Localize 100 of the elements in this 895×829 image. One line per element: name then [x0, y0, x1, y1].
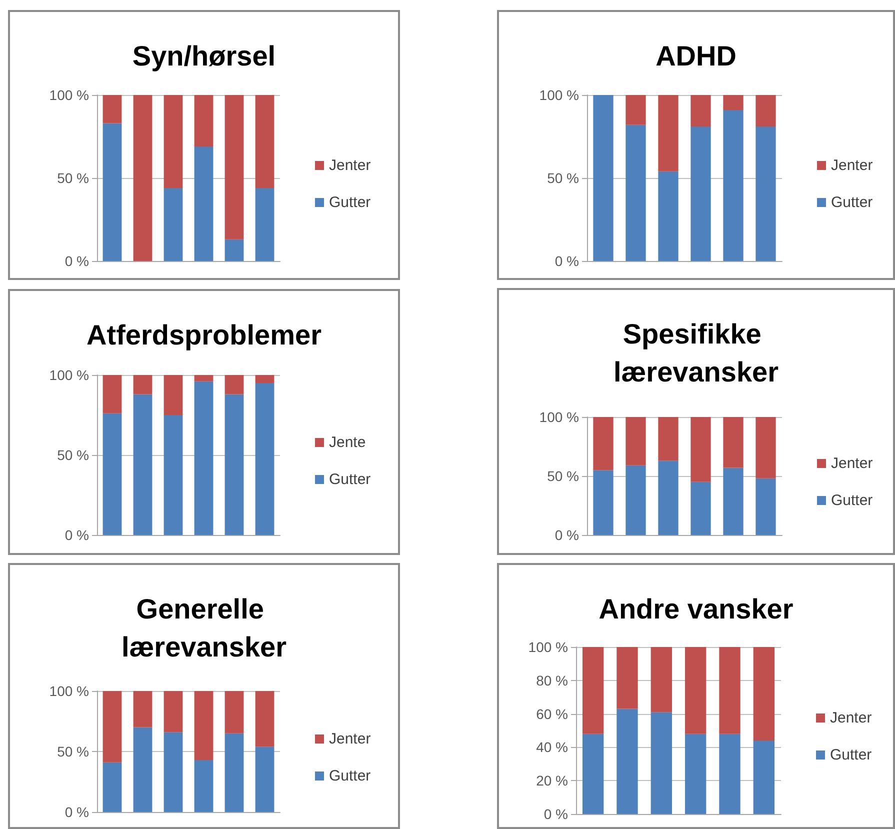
- y-tick-label: 0 %: [64, 253, 89, 269]
- bar: [133, 375, 152, 394]
- bar: [194, 146, 214, 261]
- bar: [224, 733, 244, 812]
- bar: [723, 110, 744, 261]
- legend-label: Jente: [329, 434, 366, 451]
- chart-title: Spesifikke lærevansker: [613, 318, 779, 388]
- bar: [616, 708, 638, 814]
- bar: [255, 95, 274, 188]
- bar: [626, 124, 646, 261]
- y-tick-label: 0 %: [64, 527, 89, 543]
- bar: [164, 732, 183, 812]
- bar: [164, 691, 183, 732]
- bar: [164, 188, 183, 261]
- bar: [255, 691, 274, 747]
- bar: [224, 95, 244, 240]
- y-tick-label: 40 %: [536, 739, 568, 756]
- bar: [684, 734, 706, 814]
- bar: [224, 375, 244, 394]
- bar: [658, 95, 678, 172]
- bar: [133, 691, 152, 728]
- bar: [255, 383, 274, 535]
- y-tick-label: 100 %: [49, 87, 89, 103]
- bar: [102, 123, 122, 261]
- bar: [723, 417, 744, 468]
- chart-title: Syn/hørsel: [132, 40, 276, 72]
- bar: [690, 482, 711, 535]
- bar: [756, 95, 776, 127]
- bar: [102, 413, 122, 535]
- bar: [658, 417, 678, 461]
- bar: [582, 734, 604, 814]
- bar: [224, 691, 244, 734]
- bar: [224, 239, 244, 261]
- chart-title: Andre vansker: [598, 594, 794, 624]
- bar: [616, 647, 638, 709]
- y-tick-label: 100 %: [528, 639, 568, 655]
- bar: [133, 394, 152, 535]
- legend-label: Gutter: [329, 194, 371, 211]
- bar: [650, 647, 672, 712]
- y-tick-label: 0 %: [544, 806, 568, 822]
- bar: [102, 375, 122, 414]
- legend-label: Jenter: [830, 710, 872, 726]
- bar: [753, 740, 775, 814]
- y-tick-label: 0 %: [554, 253, 579, 269]
- y-tick-label: 60 %: [536, 706, 568, 722]
- chart-title: Generelle lærevansker: [121, 594, 287, 662]
- bar: [224, 394, 244, 535]
- bar: [626, 465, 646, 535]
- bar: [133, 95, 152, 261]
- bar: [255, 188, 274, 261]
- y-tick-label: 50 %: [547, 170, 579, 186]
- bar: [626, 417, 646, 466]
- legend-label: Gutter: [329, 471, 371, 488]
- y-tick-label: 0 %: [554, 527, 579, 543]
- y-tick-label: 50 %: [57, 447, 89, 463]
- bar: [756, 126, 776, 261]
- bar: [582, 647, 604, 734]
- bar: [719, 734, 740, 814]
- y-tick-label: 100 %: [49, 683, 89, 699]
- y-tick-label: 50 %: [57, 170, 89, 186]
- legend-label: Jenter: [831, 157, 873, 174]
- bar: [164, 415, 183, 535]
- bar: [255, 746, 274, 812]
- bar: [756, 417, 776, 478]
- bar: [723, 95, 744, 110]
- bar: [194, 381, 214, 535]
- bar: [756, 478, 776, 535]
- chart-title: ADHD: [656, 40, 736, 72]
- legend-label: Gutter: [831, 194, 873, 211]
- bar: [690, 417, 711, 482]
- legend-label: Jenter: [329, 157, 371, 174]
- bar: [102, 691, 122, 762]
- bar: [684, 647, 706, 734]
- y-tick-label: 50 %: [57, 744, 89, 760]
- chart-title: Atferdsproblemer: [86, 320, 322, 350]
- legend-label: Gutter: [329, 768, 371, 784]
- bar: [719, 647, 740, 734]
- y-tick-label: 50 %: [547, 468, 579, 484]
- bar: [255, 375, 274, 383]
- y-tick-label: 100 %: [49, 367, 89, 383]
- bar: [723, 468, 744, 535]
- bar: [194, 760, 214, 812]
- legend-label: Jenter: [831, 455, 873, 472]
- bar: [593, 95, 614, 261]
- bar: [650, 712, 672, 814]
- bar: [690, 126, 711, 261]
- y-tick-label: 100 %: [539, 409, 579, 425]
- bar: [658, 171, 678, 261]
- legend-label: Gutter: [831, 492, 873, 509]
- y-tick-label: 0 %: [64, 804, 89, 820]
- bar: [593, 470, 614, 535]
- bar: [690, 95, 711, 127]
- y-tick-label: 80 %: [536, 672, 568, 688]
- bar: [164, 95, 183, 188]
- bar: [194, 375, 214, 382]
- bar: [194, 95, 214, 146]
- bar: [102, 762, 122, 812]
- y-tick-label: 20 %: [536, 772, 568, 789]
- bar: [626, 95, 646, 125]
- bar: [133, 727, 152, 812]
